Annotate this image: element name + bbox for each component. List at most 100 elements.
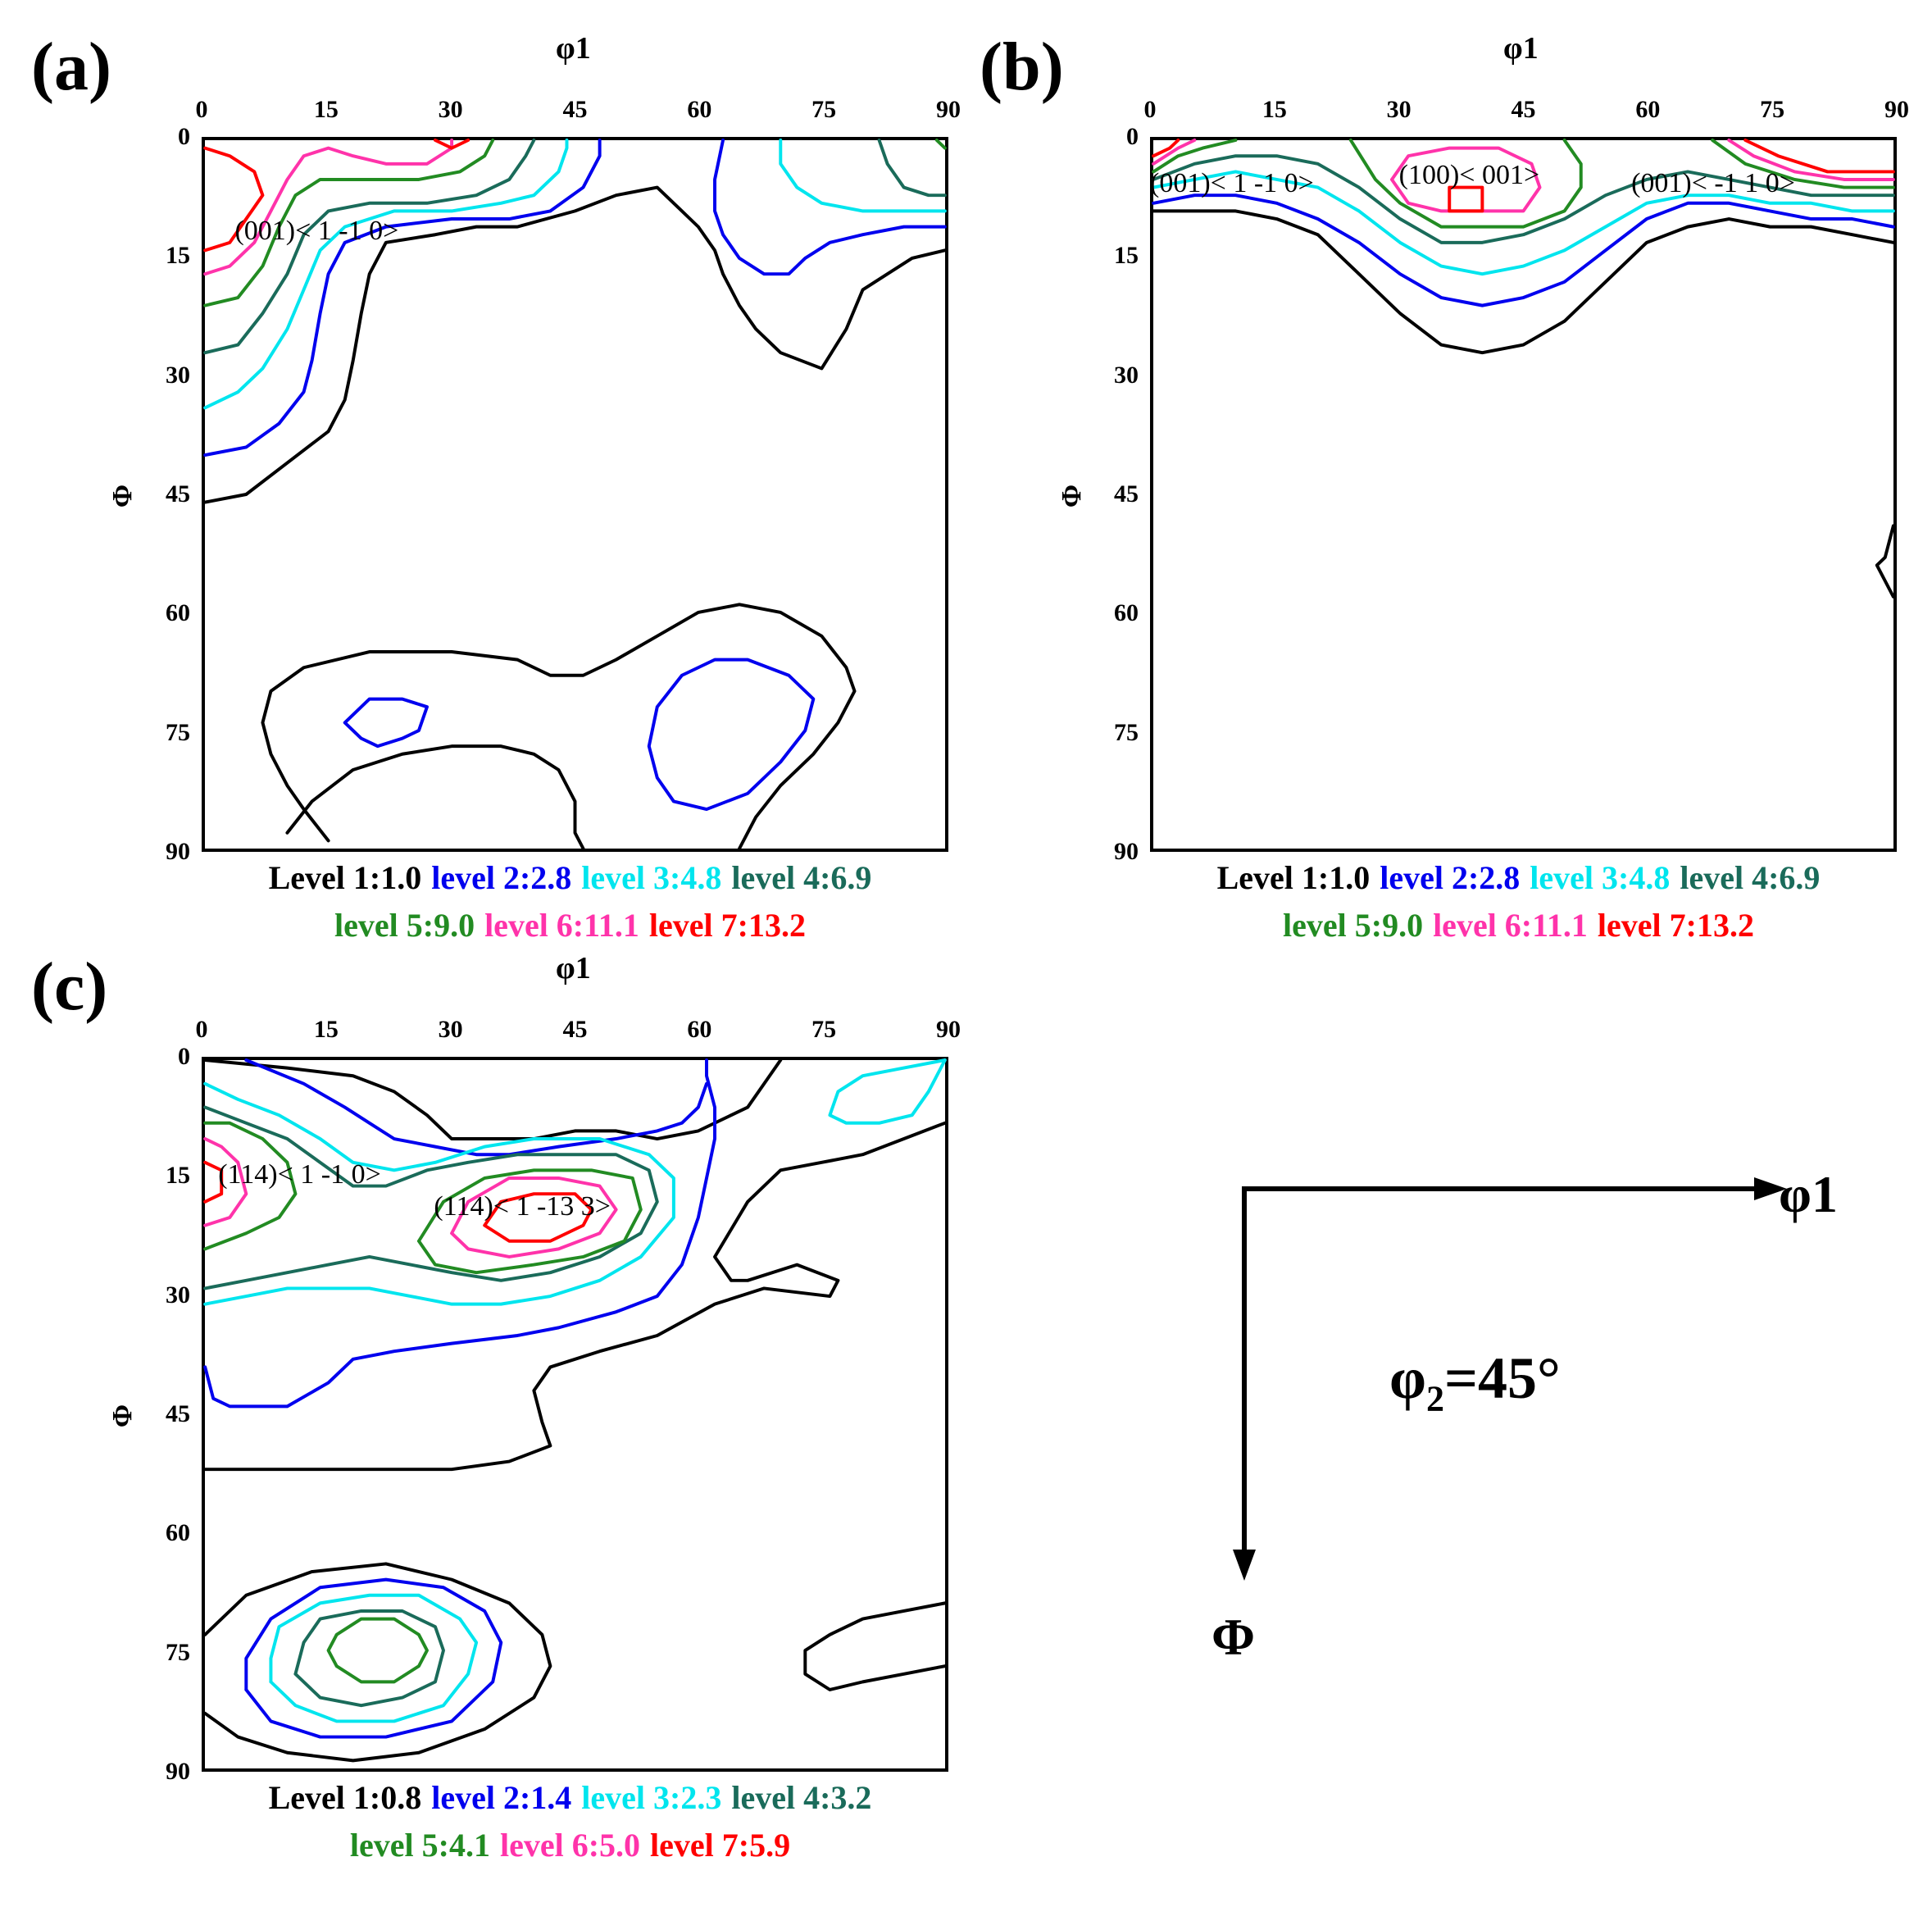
legend-entry: level 2:2.8 — [1380, 859, 1521, 896]
y-tick-label: 75 — [166, 718, 190, 746]
x-tick-label: 60 — [687, 1016, 712, 1043]
phi2-subscript: 2 — [1425, 1378, 1444, 1419]
y-tick-label: 75 — [166, 1638, 190, 1666]
y-tick-label: 90 — [1114, 838, 1139, 865]
contour-level-6-line — [450, 1176, 618, 1258]
y-tick-label: 90 — [166, 838, 190, 865]
y-axis-title-c: Φ — [107, 1404, 138, 1428]
x-tick-label: 45 — [562, 1016, 588, 1043]
contour-level-7-line — [1743, 139, 1895, 174]
y-tick-label: 30 — [166, 361, 190, 389]
contour-level-4-line — [203, 139, 536, 355]
texture-annotation: (100)< 001> — [1398, 160, 1540, 191]
contour-level-5-line — [1711, 139, 1895, 189]
texture-annotation: (114)< 1 -1 0> — [218, 1159, 381, 1190]
x-tick-label: 0 — [195, 1016, 208, 1043]
y-tick-label: 30 — [1114, 361, 1139, 389]
contour-level-3-line — [779, 139, 947, 213]
texture-annotation: (001)< -1 1 0> — [1631, 168, 1795, 199]
legend-row: level 5:9.0 level 6:11.1 level 7:13.2 — [334, 909, 816, 942]
contour-level-3-line — [828, 1058, 947, 1125]
contour-level-2-line — [244, 1058, 708, 1157]
contour-level-7-line — [483, 1192, 593, 1243]
legend-entry: level 5:9.0 — [1283, 907, 1424, 944]
contour-level-2-line — [647, 658, 816, 812]
y-axis-title-a: Φ — [107, 484, 138, 508]
contour-level-4-line — [293, 1609, 445, 1708]
contour-level-1-line — [803, 1601, 947, 1691]
contour-level-2-line — [343, 697, 429, 749]
contour-level-2-line — [203, 1058, 717, 1409]
y-tick-label: 15 — [166, 1162, 190, 1190]
contour-level-1-line — [203, 185, 947, 504]
legend-entry: level 4:3.2 — [731, 1779, 872, 1816]
texture-annotation: (114)< 1 -13 3> — [434, 1191, 611, 1222]
contour-level-5-line — [416, 1168, 643, 1275]
phi1-arrowhead-icon — [1754, 1177, 1787, 1200]
contour-level-7-line — [1448, 185, 1484, 213]
legend-row: level 5:4.1 level 6:5.0 level 7:5.9 — [350, 1829, 800, 1862]
x-tick-label: 15 — [1261, 96, 1287, 123]
phi1-arrow-label: φ1 — [1779, 1165, 1838, 1223]
contour-level-7-line — [203, 1160, 224, 1204]
legend-entry: level 2:2.8 — [431, 859, 572, 896]
contour-plot-b — [1150, 137, 1897, 852]
y-tick-label: 60 — [166, 599, 190, 627]
contour-level-1-line — [203, 1121, 947, 1472]
contour-level-4-line — [203, 1105, 659, 1290]
contour-level-1-line — [285, 744, 585, 850]
x-tick-label: 30 — [438, 96, 463, 123]
contour-level-5-line — [326, 1617, 429, 1684]
x-tick-label: 15 — [313, 96, 339, 123]
contour-level-1-line — [261, 603, 857, 850]
axes-arrows — [1233, 1177, 1787, 1581]
contour-svg-b — [1152, 139, 1895, 598]
x-tick-label: 90 — [936, 96, 961, 123]
x-tick-label: 45 — [562, 96, 588, 123]
phi-arrow-label: Φ — [1211, 1608, 1256, 1666]
contour-level-1-line — [1875, 524, 1895, 598]
legend-entry: level 7:13.2 — [1597, 907, 1754, 944]
y-tick-label: 45 — [166, 480, 190, 507]
x-tick-label: 60 — [687, 96, 712, 123]
panel-label-a: (a) — [31, 29, 111, 105]
contour-level-2-line — [244, 1577, 503, 1739]
texture-annotation: (001)< 1 -1 0> — [1150, 168, 1314, 199]
x-tick-label: 0 — [195, 96, 208, 123]
y-tick-label: 15 — [166, 242, 190, 270]
legend-entry: Level 1:0.8 — [268, 1779, 422, 1816]
x-tick-label: 45 — [1511, 96, 1536, 123]
legend-entry: level 5:4.1 — [349, 1827, 490, 1864]
legend-entry: level 2:1.4 — [431, 1779, 572, 1816]
contour-level-2-line — [203, 139, 602, 457]
legend-row: Level 1:1.0 level 2:2.8 level 3:4.8 level 4… — [1217, 862, 1830, 894]
x-tick-label: 0 — [1143, 96, 1157, 123]
contour-plot-c — [202, 1057, 948, 1772]
phi-arrowhead-icon — [1233, 1550, 1256, 1581]
legend-entry: Level 1:1.0 — [1216, 859, 1371, 896]
y-tick-label: 60 — [1114, 599, 1139, 627]
phi2-value: =45° — [1443, 1345, 1561, 1411]
legend-row: Level 1:1.0 level 2:2.8 level 3:4.8 level 4… — [269, 862, 882, 894]
y-tick-label: 60 — [166, 1519, 190, 1547]
contour-level-6-line — [1152, 139, 1197, 166]
y-tick-label: 0 — [1126, 123, 1139, 150]
x-tick-label: 60 — [1635, 96, 1661, 123]
y-axis-title-b: Φ — [1057, 484, 1087, 508]
legend-entry: level 4:6.9 — [731, 859, 872, 896]
legend-entry: level 3:4.8 — [1530, 859, 1671, 896]
phi2-label: φ2=45° — [1389, 1349, 1561, 1417]
contour-level-7-line — [433, 139, 470, 150]
y-tick-label: 15 — [1114, 242, 1139, 270]
y-tick-label: 0 — [178, 1043, 190, 1070]
x-tick-label: 15 — [313, 1016, 339, 1043]
y-tick-label: 45 — [166, 1400, 190, 1427]
contour-level-1-line — [203, 1058, 783, 1140]
legend-entry: level 7:13.2 — [648, 907, 806, 944]
legend-row: Level 1:0.8 level 2:1.4 level 3:2.3 level 4… — [269, 1782, 882, 1814]
legend-entry: level 3:2.3 — [581, 1779, 722, 1816]
contour-level-5-line — [934, 139, 947, 150]
x-tick-label: 75 — [811, 96, 837, 123]
contour-level-6-line — [203, 139, 454, 276]
legend-entry: level 6:11.1 — [1433, 907, 1588, 944]
